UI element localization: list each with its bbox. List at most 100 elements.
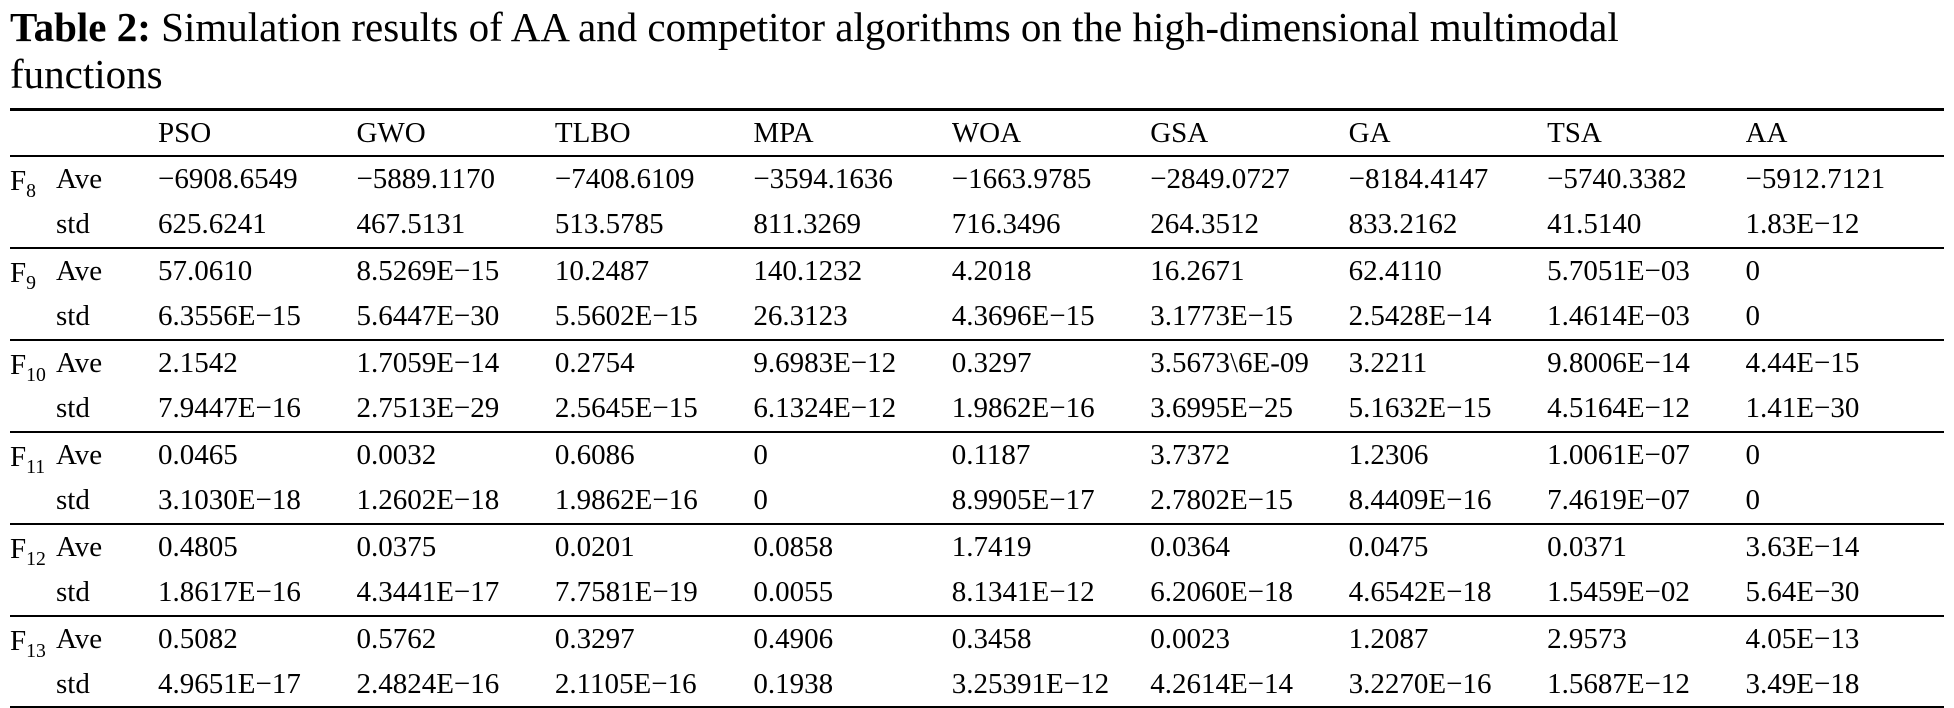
value-cell: 833.2162 [1348, 207, 1458, 240]
value-cell: 8.1341E−12 [951, 575, 1095, 608]
value-cell: 1.8617E−16 [158, 575, 301, 608]
value-cell: 0.1938 [753, 667, 834, 700]
value-cell: 2.7513E−29 [356, 391, 500, 424]
value-cell: 0.0465 [158, 430, 357, 478]
function-subscript: 13 [26, 639, 46, 662]
value-cell: 1.2087 [1348, 614, 1548, 662]
function-subscript: 10 [26, 363, 46, 386]
value-cell: 0 [1745, 299, 1761, 332]
value-cell: −5740.3382 [1547, 154, 1746, 202]
value-cell: −5912.7121 [1745, 154, 1944, 202]
value-cell: 1.2306 [1348, 430, 1548, 478]
function-label: F9 [10, 246, 56, 340]
value-cell: 5.64E−30 [1745, 575, 1860, 608]
value-cell: 2.1105E−16 [554, 667, 697, 700]
value-cell: 1.2602E−18 [356, 483, 500, 516]
function-subscript: 12 [26, 547, 46, 570]
function-subscript: 8 [26, 179, 36, 202]
table-body: F8 Ave −6908.6549 −5889.1170 −7408.6109 −3594… [10, 154, 1944, 708]
value-cell: 4.2614E−14 [1150, 667, 1294, 700]
stat-label: Ave [56, 614, 158, 662]
value-cell: 62.4110 [1348, 246, 1548, 294]
value-cell: 5.5602E−15 [554, 299, 698, 332]
value-cell: 140.1232 [753, 246, 952, 294]
table-caption-line1: Table 2: Simulation results of AA and co… [10, 4, 1944, 51]
table-row: F11 Ave 0.0465 0.0032 0.6086 0 0.1187 3.7372 1.2… [10, 430, 1944, 524]
value-cell: 4.3696E−15 [951, 299, 1095, 332]
value-cell: 0 [753, 483, 768, 516]
column-header-gwo: GWO [356, 109, 555, 157]
table-row: F9 Ave 57.0610 8.5269E−15 10.2487 140.1232 4.2… [10, 246, 1944, 340]
value-cell: 41.5140 [1547, 207, 1642, 240]
table-caption-label: Table 2: [10, 4, 151, 50]
column-header-aa: AA [1745, 109, 1944, 157]
value-cell: 6.2060E−18 [1150, 575, 1294, 608]
value-cell: 1.5459E−02 [1547, 575, 1690, 608]
value-cell: 513.5785 [554, 207, 664, 240]
value-cell: 4.44E−15 [1745, 338, 1944, 386]
value-cell: 1.9862E−16 [554, 483, 698, 516]
value-cell: 57.0610 [158, 246, 357, 294]
value-cell: 8.5269E−15 [356, 246, 555, 294]
value-cell: 7.7581E−19 [554, 575, 698, 608]
value-cell: 0.0475 [1348, 522, 1548, 570]
value-cell: 1.5687E−12 [1547, 667, 1690, 700]
function-subscript: 9 [26, 271, 36, 294]
function-letter: F [10, 256, 27, 289]
value-cell: 9.8006E−14 [1547, 338, 1746, 386]
stat-label: Ave [56, 246, 158, 294]
value-cell: 0 [1745, 483, 1761, 516]
value-cell: 6.1324E−12 [753, 391, 897, 424]
value-cell: 4.9651E−17 [158, 667, 301, 700]
value-cell: 0 [1745, 246, 1944, 294]
column-header-gsa: GSA [1150, 109, 1349, 157]
value-cell: −1663.9785 [951, 154, 1151, 202]
value-cell: 0.4906 [753, 614, 952, 662]
value-cell: 264.3512 [1150, 207, 1259, 240]
value-cell: 0.5762 [356, 614, 555, 662]
stat-label: Ave [56, 154, 158, 202]
value-cell: 0.0375 [356, 522, 555, 570]
value-cell: 811.3269 [753, 207, 861, 240]
value-cell: 3.49E−18 [1745, 667, 1860, 700]
value-cell: −6908.6549 [158, 154, 357, 202]
value-cell: −3594.1636 [753, 154, 952, 202]
value-cell: −7408.6109 [554, 154, 754, 202]
value-cell: 5.1632E−15 [1348, 391, 1492, 424]
value-cell: 0.3297 [951, 338, 1151, 386]
value-cell: 0.4805 [158, 522, 357, 570]
value-cell: 3.2270E−16 [1348, 667, 1492, 700]
function-label: F10 [10, 338, 56, 432]
value-cell: 0 [753, 430, 952, 478]
value-cell: 7.4619E−07 [1547, 483, 1690, 516]
value-cell: 16.2671 [1150, 246, 1349, 294]
column-header-tlbo: TLBO [554, 109, 754, 157]
value-cell: 3.1773E−15 [1150, 299, 1294, 332]
value-cell: 0.3458 [951, 614, 1151, 662]
value-cell: 1.4614E−03 [1547, 299, 1690, 332]
value-cell: 3.63E−14 [1745, 522, 1944, 570]
stat-label: std [56, 207, 90, 240]
value-cell: 0.0201 [554, 522, 754, 570]
value-cell: 0.0055 [753, 575, 834, 608]
value-cell: 3.2211 [1348, 338, 1548, 386]
value-cell: 3.1030E−18 [158, 483, 301, 516]
value-cell: 2.1542 [158, 338, 357, 386]
table-header: PSO GWO TLBO MPA WOA GSA GA TSA AA [10, 109, 1944, 157]
table-row: std 7.9447E−16 2.7513E−29 2.5645E−15 6.1324E… [10, 386, 1944, 432]
value-cell: 0.0032 [356, 430, 555, 478]
stat-label: std [56, 299, 90, 332]
value-cell: 467.5131 [356, 207, 466, 240]
value-cell: 3.7372 [1150, 430, 1349, 478]
column-header-mpa: MPA [753, 109, 952, 157]
column-header-pso: PSO [158, 109, 357, 157]
value-cell: 5.7051E−03 [1547, 246, 1746, 294]
value-cell: 4.3441E−17 [356, 575, 500, 608]
stat-label: std [56, 483, 90, 516]
table-row: std 4.9651E−17 2.4824E−16 2.1105E−16 0.1938 3… [10, 662, 1944, 708]
table-caption: Table 2: Simulation results of AA and co… [10, 4, 1944, 98]
function-letter: F [10, 440, 27, 473]
stat-label: Ave [56, 522, 158, 570]
function-label: F11 [10, 430, 56, 524]
